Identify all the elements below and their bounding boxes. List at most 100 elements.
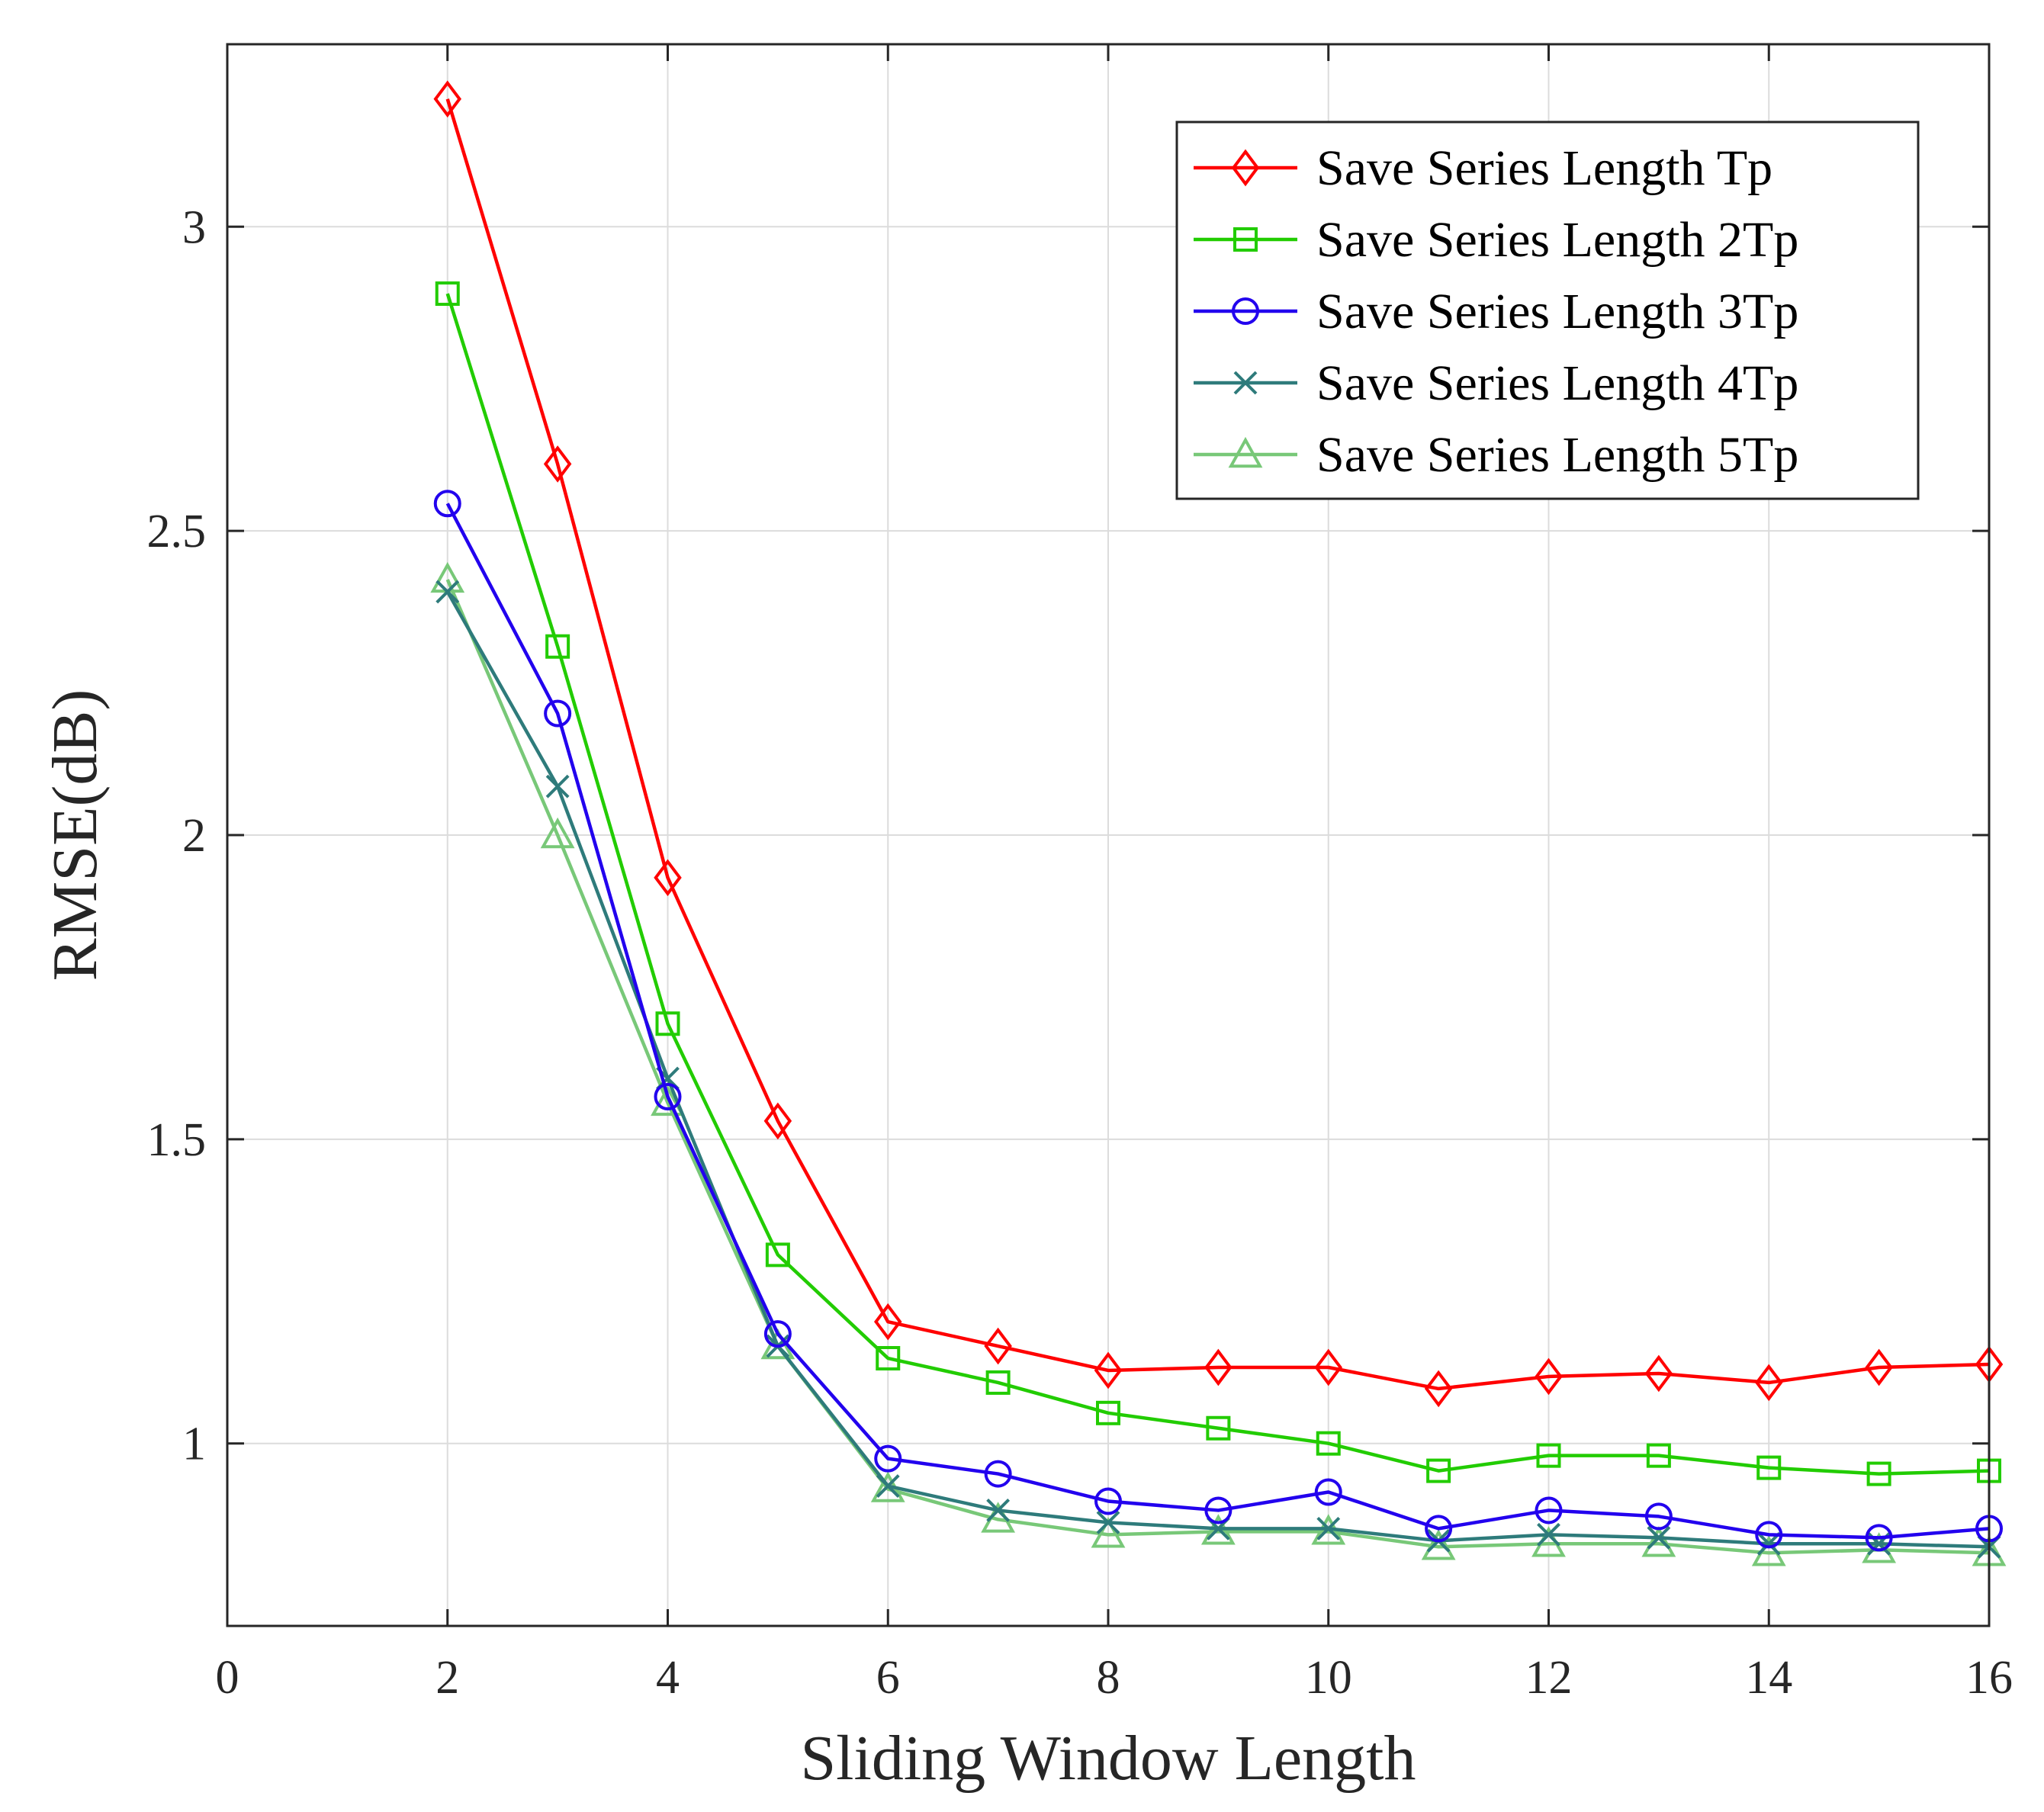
data-point (655, 1011, 680, 1036)
legend-entry: Save Series Length 2Tp (1194, 212, 1798, 268)
data-point (986, 1499, 1011, 1522)
data-point (545, 634, 570, 659)
legend: Save Series Length Tp Save Series Length … (1175, 120, 1920, 500)
series-line (445, 579, 1990, 1555)
data-point (1646, 1443, 1671, 1468)
x-tick-label: 4 (656, 1652, 680, 1704)
data-point (654, 1083, 682, 1111)
data-point (1756, 1531, 1781, 1556)
legend-marker (1233, 227, 1258, 252)
legend-label: Save Series Length 5Tp (1316, 427, 1798, 483)
data-point (985, 1370, 1011, 1395)
data-point (874, 1303, 902, 1341)
data-point (651, 1084, 685, 1116)
data-point (1535, 1357, 1563, 1396)
data-point (1755, 1364, 1783, 1402)
data-point (1096, 1400, 1120, 1425)
data-point (1426, 1458, 1451, 1483)
x-tick-label: 2 (435, 1652, 459, 1704)
legend-marker (1233, 371, 1258, 395)
legend-entry: Save Series Length 4Tp (1194, 355, 1798, 411)
data-point (1316, 1516, 1341, 1541)
series-line (445, 503, 1990, 1540)
data-point (1204, 1348, 1233, 1386)
data-point (765, 1242, 790, 1267)
y-tick-label: 1.5 (147, 1114, 207, 1166)
series-line (445, 98, 1990, 1391)
data-point (1314, 1348, 1342, 1386)
series-4 (435, 580, 2001, 1559)
legend-marker (1231, 149, 1260, 187)
tick-labels: 0 2 4 6 8 10 12 14 16 1 1.5 2 2.5 3 (147, 201, 2013, 1704)
data-point (1094, 1487, 1122, 1515)
data-point (1425, 1515, 1453, 1543)
y-tick-label: 2 (182, 810, 206, 862)
data-point (1421, 1529, 1456, 1560)
x-tick-label: 8 (1097, 1652, 1120, 1704)
data-point (544, 699, 572, 728)
legend-entry: Save Series Length 3Tp (1194, 284, 1798, 339)
data-point (874, 1444, 902, 1473)
y-axis-label: RMSE(dB) (40, 689, 111, 982)
data-point (1204, 1496, 1233, 1524)
data-point (1644, 1354, 1673, 1393)
data-point (1314, 1478, 1342, 1506)
legend-box (1175, 120, 1920, 500)
data-point (433, 80, 461, 118)
series-1 (433, 80, 2004, 1408)
series-line (445, 293, 1990, 1476)
data-point (1424, 1370, 1453, 1408)
data-point (1756, 1455, 1782, 1480)
x-axis-label: Sliding Window Length (800, 1723, 1416, 1794)
data-point (1537, 1522, 1560, 1547)
data-series (430, 80, 2007, 1566)
series-2 (435, 281, 2001, 1486)
data-point (433, 490, 461, 518)
y-tick-label: 1 (182, 1418, 206, 1470)
data-point (1091, 1517, 1126, 1548)
plot-frame (226, 43, 1991, 1627)
data-point (1647, 1525, 1671, 1550)
series-3 (433, 490, 2003, 1552)
data-point (1641, 1526, 1676, 1557)
x-tick-label: 16 (1965, 1652, 2013, 1704)
y-tick-label: 2.5 (147, 506, 207, 557)
data-point (1536, 1443, 1561, 1468)
data-point (876, 1474, 900, 1498)
legend-label: Save Series Length 4Tp (1316, 355, 1798, 411)
data-point (654, 859, 682, 897)
x-tick-label: 12 (1525, 1652, 1573, 1704)
data-point (540, 817, 575, 849)
data-point (543, 445, 572, 483)
x-tick-label: 0 (216, 1652, 239, 1704)
x-tick-label: 10 (1305, 1652, 1352, 1704)
data-point (1755, 1521, 1783, 1549)
x-tick-label: 6 (876, 1652, 900, 1704)
data-point (763, 1102, 792, 1140)
data-point (1644, 1502, 1673, 1531)
data-point (1535, 1496, 1563, 1524)
data-point (1866, 1461, 1891, 1486)
data-point (984, 1327, 1012, 1365)
data-point (763, 1320, 792, 1348)
data-point (1094, 1351, 1123, 1390)
data-point (1865, 1348, 1893, 1386)
legend-label: Save Series Length Tp (1316, 140, 1772, 196)
data-point (435, 281, 460, 307)
legend-marker (1232, 297, 1259, 325)
data-point (1865, 1524, 1893, 1552)
legend-marker (1228, 436, 1263, 468)
y-tick-label: 3 (182, 201, 206, 253)
legend-label: Save Series Length 3Tp (1316, 284, 1798, 339)
data-point (876, 1346, 901, 1371)
data-point (1206, 1415, 1231, 1441)
legend-label: Save Series Length 2Tp (1316, 212, 1798, 268)
data-point (984, 1460, 1012, 1488)
data-point (1316, 1431, 1341, 1456)
data-point (545, 774, 570, 798)
legend-entry: Save Series Length Tp (1194, 140, 1772, 196)
legend-entry: Save Series Length 5Tp (1194, 427, 1798, 483)
data-point (435, 580, 460, 604)
x-tick-label: 14 (1745, 1652, 1792, 1704)
